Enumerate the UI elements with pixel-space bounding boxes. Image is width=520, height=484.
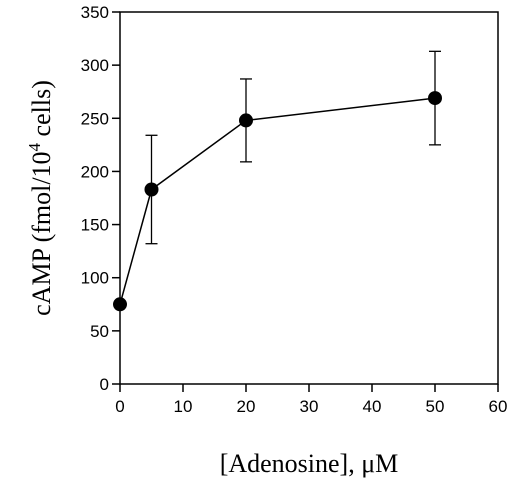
- data-point-0: [113, 297, 127, 312]
- plot-frame: [119, 11, 499, 385]
- data-point-2: [239, 113, 253, 128]
- y-tick-label-5: 250: [81, 109, 109, 128]
- y-axis-title-sup: 4: [25, 142, 44, 151]
- data-points: [113, 91, 442, 312]
- data-point-3: [428, 91, 442, 106]
- y-tick-label-2: 100: [81, 269, 109, 288]
- y-axis-title-main: cAMP (fmol/10: [27, 151, 56, 315]
- y-axis-title: cAMP (fmol/104 cells): [25, 80, 56, 316]
- x-tick-label-3: 30: [300, 397, 319, 416]
- data-point-1: [144, 182, 159, 197]
- x-tick-label-2: 20: [237, 397, 256, 416]
- y-tick-label-4: 200: [81, 162, 109, 181]
- y-axis-ticks: 0 50 100 150 200 250 300 350: [81, 3, 120, 394]
- series-line: [119, 97, 436, 305]
- error-bars: [145, 50, 441, 245]
- y-tick-label-0: 0: [100, 375, 109, 394]
- y-axis-title-end: cells): [27, 80, 56, 143]
- y-tick-label-7: 350: [81, 3, 109, 22]
- x-tick-label-0: 0: [115, 397, 124, 416]
- y-tick-label-3: 150: [81, 216, 109, 235]
- y-tick-label-6: 300: [81, 56, 109, 75]
- x-tick-label-4: 40: [363, 397, 382, 416]
- x-tick-label-5: 50: [426, 397, 445, 416]
- x-axis-ticks: 0 10 20 30 40 50 60: [115, 384, 507, 416]
- x-axis-title: [Adenosine], μM: [220, 449, 399, 478]
- x-tick-label-6: 60: [489, 397, 508, 416]
- y-tick-label-1: 50: [90, 322, 109, 341]
- x-tick-label-1: 10: [174, 397, 193, 416]
